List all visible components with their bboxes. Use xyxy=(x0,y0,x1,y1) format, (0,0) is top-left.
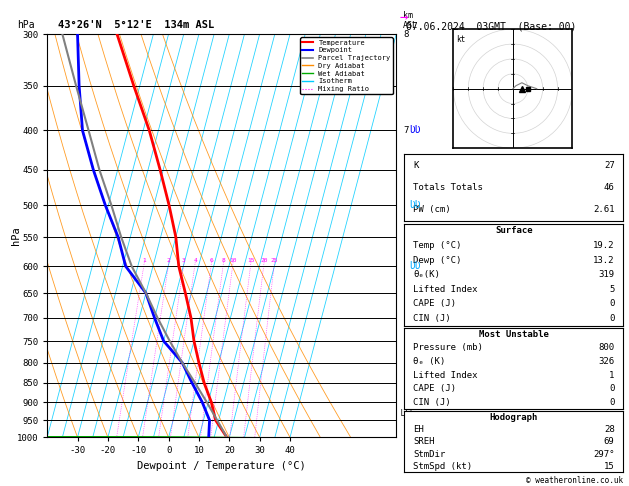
Text: SREH: SREH xyxy=(413,437,435,446)
Text: 5: 5 xyxy=(610,285,615,294)
Text: StmSpd (kt): StmSpd (kt) xyxy=(413,462,472,471)
Text: 2: 2 xyxy=(167,259,170,263)
Text: 3: 3 xyxy=(182,259,186,263)
Text: 69: 69 xyxy=(604,437,615,446)
Text: © weatheronline.co.uk: © weatheronline.co.uk xyxy=(526,476,623,485)
Text: 0: 0 xyxy=(610,398,615,407)
Text: ƲƲ: ƲƲ xyxy=(409,125,421,136)
Text: EH: EH xyxy=(413,425,424,434)
Text: CAPE (J): CAPE (J) xyxy=(413,384,456,393)
Text: 319: 319 xyxy=(598,270,615,279)
Text: 3: 3 xyxy=(403,313,409,322)
Text: 2: 2 xyxy=(403,358,409,367)
Text: LCL: LCL xyxy=(396,409,415,417)
Text: 5: 5 xyxy=(403,233,409,242)
Text: km
ASL: km ASL xyxy=(403,11,418,30)
Text: Pressure (mb): Pressure (mb) xyxy=(413,344,483,352)
Text: 297°: 297° xyxy=(593,450,615,458)
Text: Totals Totals: Totals Totals xyxy=(413,183,483,192)
Text: Dewp (°C): Dewp (°C) xyxy=(413,256,462,264)
Text: 43°26'N  5°12'E  134m ASL: 43°26'N 5°12'E 134m ASL xyxy=(58,20,214,30)
X-axis label: Dewpoint / Temperature (°C): Dewpoint / Temperature (°C) xyxy=(137,461,306,471)
Text: 4: 4 xyxy=(403,273,409,282)
Text: PW (cm): PW (cm) xyxy=(413,206,451,214)
Text: 0: 0 xyxy=(610,299,615,308)
Text: 27: 27 xyxy=(604,161,615,170)
Text: Lifted Index: Lifted Index xyxy=(413,371,477,380)
Text: ƲƲ: ƲƲ xyxy=(409,200,421,210)
Text: 20: 20 xyxy=(260,259,268,263)
Text: Surface: Surface xyxy=(495,226,533,235)
Text: Lifted Index: Lifted Index xyxy=(413,285,477,294)
Text: ƲƲ: ƲƲ xyxy=(409,261,421,271)
Text: 1: 1 xyxy=(610,371,615,380)
Text: 4: 4 xyxy=(193,259,197,263)
Text: Most Unstable: Most Unstable xyxy=(479,330,549,339)
Text: 6: 6 xyxy=(403,201,409,209)
Text: 8: 8 xyxy=(403,30,409,38)
Text: CAPE (J): CAPE (J) xyxy=(413,299,456,308)
Legend: Temperature, Dewpoint, Parcel Trajectory, Dry Adiabat, Wet Adiabat, Isotherm, Mi: Temperature, Dewpoint, Parcel Trajectory… xyxy=(301,37,392,94)
Text: 25: 25 xyxy=(270,259,278,263)
Text: Hodograph: Hodograph xyxy=(490,413,538,422)
Text: CIN (J): CIN (J) xyxy=(413,398,451,407)
Text: 7: 7 xyxy=(403,126,409,135)
Text: 28: 28 xyxy=(604,425,615,434)
Text: kt: kt xyxy=(457,35,465,44)
Text: 1: 1 xyxy=(403,398,409,407)
Text: 8: 8 xyxy=(221,259,225,263)
Text: θₑ(K): θₑ(K) xyxy=(413,270,440,279)
Text: 800: 800 xyxy=(598,344,615,352)
Text: 326: 326 xyxy=(598,357,615,366)
Text: 46: 46 xyxy=(604,183,615,192)
Text: 19.2: 19.2 xyxy=(593,241,615,250)
Text: 15: 15 xyxy=(604,462,615,471)
Text: 1: 1 xyxy=(142,259,146,263)
Text: 6: 6 xyxy=(209,259,213,263)
Text: CIN (J): CIN (J) xyxy=(413,314,451,323)
Text: 0: 0 xyxy=(610,384,615,393)
Text: hPa: hPa xyxy=(11,226,21,245)
Text: 13.2: 13.2 xyxy=(593,256,615,264)
Text: →: → xyxy=(399,10,408,24)
Text: 15: 15 xyxy=(247,259,255,263)
Text: Temp (°C): Temp (°C) xyxy=(413,241,462,250)
Text: 07.06.2024  03GMT  (Base: 00): 07.06.2024 03GMT (Base: 00) xyxy=(406,22,576,32)
Text: Mixing Ratio (g/kg): Mixing Ratio (g/kg) xyxy=(419,188,428,283)
Text: hPa: hPa xyxy=(18,20,35,30)
Text: 10: 10 xyxy=(229,259,237,263)
Text: θₑ (K): θₑ (K) xyxy=(413,357,445,366)
Text: 0: 0 xyxy=(610,314,615,323)
Text: K: K xyxy=(413,161,418,170)
Text: StmDir: StmDir xyxy=(413,450,445,458)
Text: 2.61: 2.61 xyxy=(593,206,615,214)
